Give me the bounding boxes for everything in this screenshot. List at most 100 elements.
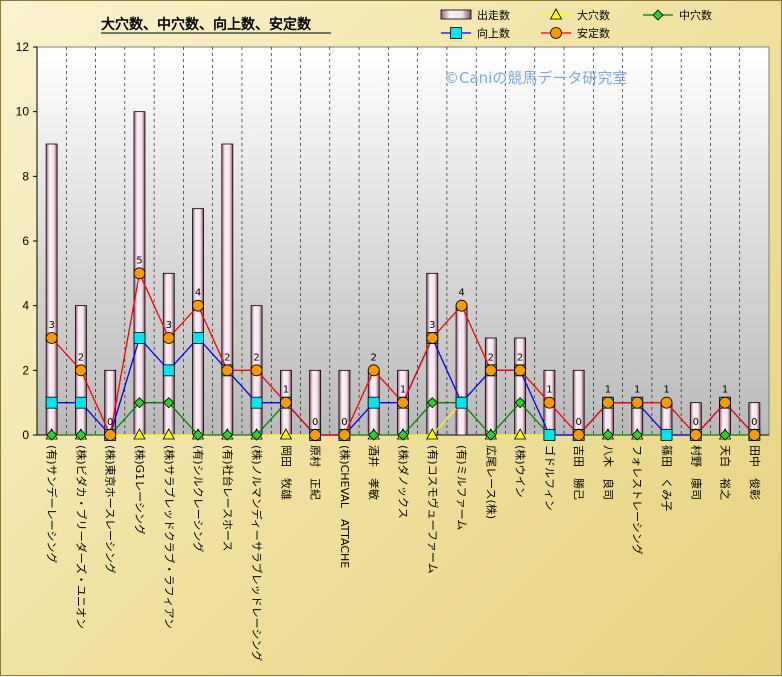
marker-安定数 (426, 332, 439, 344)
x-category-label: (有)社台レースホース (221, 445, 235, 551)
chart-title: 大穴数、中穴数、向上数、安定数 (101, 16, 312, 33)
data-label-安定数: 1 (722, 385, 728, 396)
marker-中穴数 (133, 397, 146, 409)
marker-中穴数 (192, 429, 204, 441)
marker-安定数 (162, 332, 175, 344)
marker-大穴数 (279, 428, 293, 440)
marker-安定数 (631, 396, 644, 409)
marker-安定数 (484, 364, 497, 377)
data-label-安定数: 1 (663, 385, 669, 396)
legend-label-安定数: 安定数 (577, 26, 610, 40)
marker-中穴数 (485, 429, 497, 441)
marker-大穴数 (133, 428, 146, 440)
x-category-label: (株)CHEVAL ATTACHE (338, 445, 352, 568)
data-label-安定数: 1 (634, 385, 640, 396)
marker-安定数 (514, 364, 527, 377)
marker-向上数 (367, 396, 380, 409)
marker-中穴数 (397, 429, 409, 441)
legend-label-中穴数: 中穴数 (679, 8, 712, 22)
marker-中穴数 (631, 429, 643, 441)
y-tick-label: 12 (16, 40, 30, 54)
marker-安定数 (689, 429, 702, 441)
x-category-label: (有)コスモヴューファーム (426, 445, 440, 574)
legend-marker-安定数 (550, 27, 562, 39)
data-label-安定数: 0 (312, 417, 318, 428)
x-category-label: 酒井 孝敏 (367, 445, 381, 500)
bar-出走数 (162, 272, 175, 436)
marker-向上数 (162, 364, 175, 377)
y-tick-label: 10 (16, 105, 30, 119)
x-category-label: (株)ノルマンディーサラブレッドレーシング (250, 445, 264, 661)
marker-安定数 (660, 396, 673, 409)
marker-安定数 (192, 299, 204, 312)
legend-label-大穴数: 大穴数 (577, 8, 610, 22)
marker-中穴数 (514, 397, 526, 409)
data-label-安定数: 5 (136, 255, 142, 266)
x-category-label: (株)ダノックス (397, 445, 411, 519)
marker-向上数 (45, 396, 58, 409)
bar-出走数 (192, 208, 204, 436)
marker-向上数 (192, 332, 204, 344)
data-label-安定数: 3 (48, 320, 54, 331)
x-category-label: フォレストレーシング (631, 445, 645, 555)
data-label-安定数: 0 (107, 417, 113, 428)
x-category-label: (有)シルクレーシング (192, 445, 206, 552)
y-tick-label: 8 (22, 169, 29, 183)
marker-安定数 (279, 396, 292, 409)
bar-出走数 (221, 143, 234, 436)
marker-大穴数 (162, 428, 175, 440)
x-category-label: (有)サンデーレーシング (45, 445, 59, 563)
data-label-安定数: 2 (488, 352, 494, 363)
marker-安定数 (719, 396, 731, 409)
data-label-安定数: 1 (546, 385, 552, 396)
marker-大穴数 (513, 428, 527, 440)
data-label-安定数: 2 (224, 352, 230, 363)
marker-中穴数 (719, 429, 731, 441)
watermark: ©Caniの競馬データ研究室 (444, 69, 627, 87)
x-category-label: 吉田 勝己 (572, 445, 586, 500)
marker-安定数 (543, 396, 556, 409)
legend-label-向上数: 向上数 (477, 26, 510, 40)
x-category-label: (株)G1レーシング (133, 445, 147, 535)
marker-中穴数 (251, 429, 263, 441)
x-category-label: (株)東京ホースレーシング (104, 445, 118, 574)
marker-向上数 (75, 396, 87, 409)
legend-label-出走数: 出走数 (477, 8, 510, 22)
marker-向上数 (455, 396, 468, 409)
data-label-安定数: 1 (400, 385, 406, 396)
marker-安定数 (309, 429, 322, 441)
marker-安定数 (397, 396, 409, 409)
marker-向上数 (250, 396, 263, 409)
marker-大穴数 (426, 428, 439, 440)
data-label-安定数: 0 (341, 417, 347, 428)
legend-marker-大穴数 (549, 8, 563, 20)
marker-中穴数 (46, 429, 58, 441)
marker-安定数 (133, 267, 146, 280)
data-label-安定数: 2 (517, 352, 523, 363)
data-label-安定数: 2 (371, 352, 377, 363)
data-label-安定数: 1 (283, 385, 289, 396)
y-tick-label: 6 (22, 234, 29, 248)
data-label-安定数: 0 (693, 417, 699, 428)
marker-向上数 (133, 332, 146, 344)
data-label-安定数: 1 (605, 385, 611, 396)
marker-安定数 (221, 364, 234, 377)
y-tick-label: 4 (22, 299, 29, 313)
x-category-label: (株)ビダカ・ブリーダーズ・ユニオン (74, 445, 88, 629)
data-label-安定数: 3 (166, 320, 172, 331)
x-category-label: ゴドルフィン (543, 445, 557, 511)
bar-出走数 (455, 305, 468, 436)
legend-swatch-出走数 (440, 9, 472, 20)
bar-出走数 (45, 143, 58, 436)
x-category-label: 村野 康司 (689, 445, 703, 500)
bar-出走数 (426, 272, 439, 436)
marker-安定数 (572, 429, 585, 441)
marker-安定数 (602, 396, 614, 409)
x-category-label: (株)ウイン (514, 445, 528, 498)
y-tick-label: 0 (22, 428, 29, 442)
x-category-label: 広尾レース(株) (484, 445, 498, 519)
x-category-label: 篠田 くみ子 (660, 445, 674, 511)
